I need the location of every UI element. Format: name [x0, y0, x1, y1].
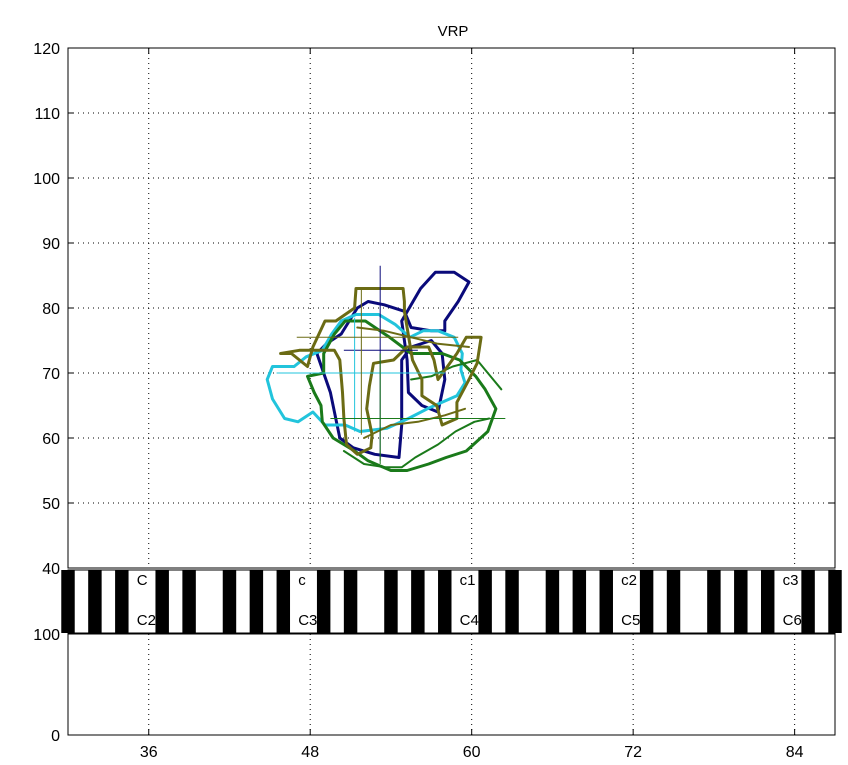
keyboard-label-lower: C4 [460, 612, 479, 629]
black-key [545, 570, 560, 633]
x-tick-label: 60 [463, 744, 481, 761]
main-y-tick-label: 80 [42, 301, 60, 318]
main-y-tick-label: 120 [33, 41, 60, 58]
vrp-contour-5 [279, 287, 483, 456]
black-key [666, 570, 681, 633]
black-key [639, 570, 654, 633]
main-y-tick-label: 40 [42, 561, 60, 578]
black-key [438, 570, 452, 633]
black-key [828, 570, 842, 633]
black-key [182, 570, 196, 633]
main-grid [68, 48, 835, 568]
keyboard-label-lower: C3 [298, 612, 317, 629]
main-y-tick-label: 100 [33, 171, 60, 188]
black-key [88, 570, 102, 633]
black-key [222, 570, 237, 633]
main-y-tick-label: 110 [34, 106, 60, 123]
black-key [343, 570, 358, 633]
chart-title: VRP [438, 23, 469, 40]
black-key [155, 570, 169, 633]
black-key [599, 570, 613, 633]
bottom-y-tick-label: 0 [51, 728, 60, 745]
bottom-y-tick-label: 100 [33, 627, 60, 644]
keyboard-label-upper: c1 [460, 572, 476, 589]
vrp-series [265, 270, 503, 472]
keyboard-label-upper: c3 [783, 572, 799, 589]
bottom-grid [68, 633, 835, 735]
vrp-contour-0 [315, 270, 471, 459]
black-key [801, 570, 815, 633]
main-y-tick-label: 90 [42, 236, 60, 253]
main-y-tick-label: 60 [42, 431, 60, 448]
bottom-x-ticks: 36 48 60 72 84 [140, 729, 804, 761]
x-tick-label: 36 [140, 744, 158, 761]
x-tick-label: 48 [301, 744, 319, 761]
main-y-tick-label: 70 [42, 366, 60, 383]
black-key [411, 570, 425, 633]
black-key [249, 570, 264, 633]
x-tick-label: 84 [786, 744, 804, 761]
black-key [316, 570, 331, 633]
vrp-main-axes: 40 50 60 70 80 90 100 110 120 [33, 41, 836, 578]
keyboard-label-upper: c2 [621, 572, 637, 589]
black-key [707, 570, 721, 633]
black-key [478, 570, 492, 633]
bottom-axes: 0 100 36 48 60 72 84 [33, 627, 836, 761]
keyboard-label-lower: C5 [621, 612, 640, 629]
black-key [734, 570, 748, 633]
black-key [276, 570, 291, 633]
black-key [505, 570, 519, 633]
keyboard-label-lower: C2 [137, 612, 156, 629]
vrp-contour-4 [410, 359, 503, 391]
vrp-contour-1 [265, 313, 467, 433]
vrp-contour-7 [363, 407, 466, 439]
black-key [115, 570, 129, 633]
black-key [760, 570, 775, 633]
main-axes-frame [67, 47, 836, 569]
x-tick-label: 72 [624, 744, 642, 761]
black-key [572, 570, 587, 633]
keyboard-label-upper: C [137, 572, 148, 589]
keyboard-label-upper: c [298, 572, 306, 589]
black-key [61, 570, 75, 633]
vrp-contour-3 [342, 417, 491, 469]
main-y-tick-label: 50 [42, 496, 60, 513]
black-key [384, 570, 398, 633]
bottom-axes-frame [67, 633, 836, 736]
vrp-crosshairs [276, 265, 506, 464]
keyboard-label-lower: C6 [783, 612, 802, 629]
vrp-contour-2 [306, 319, 498, 472]
